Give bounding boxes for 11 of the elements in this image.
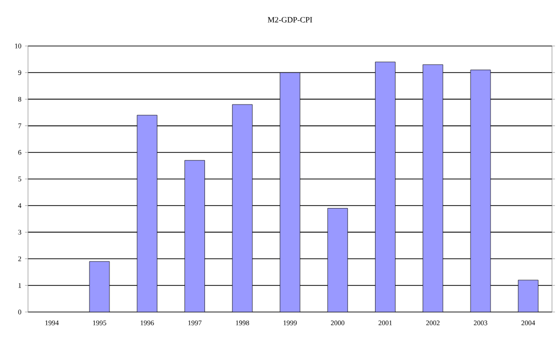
bar bbox=[136, 114, 158, 312]
bar bbox=[232, 104, 253, 312]
bar bbox=[89, 261, 110, 312]
bar bbox=[422, 64, 444, 312]
bar bbox=[327, 208, 348, 312]
bar bbox=[375, 62, 396, 312]
chart-title: M2-GDP-CPI bbox=[268, 17, 312, 22]
bar bbox=[280, 72, 300, 312]
bar bbox=[470, 70, 491, 312]
bar bbox=[184, 160, 205, 312]
bar bbox=[518, 280, 538, 312]
